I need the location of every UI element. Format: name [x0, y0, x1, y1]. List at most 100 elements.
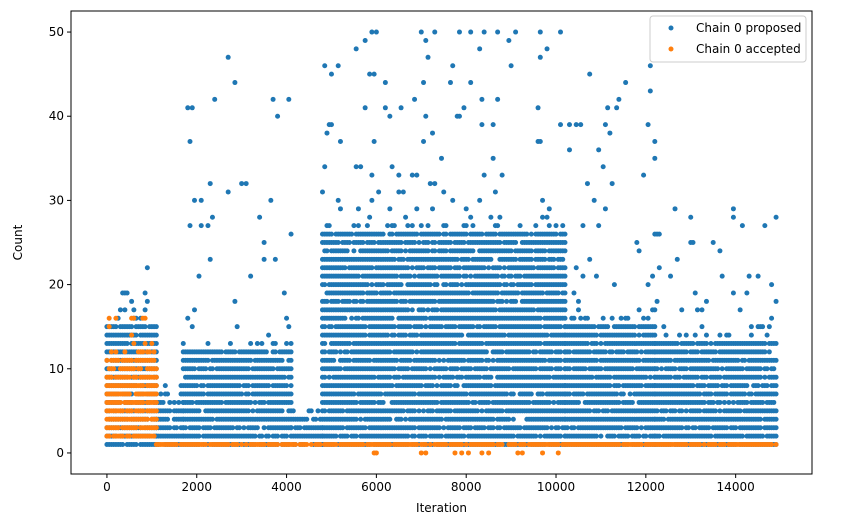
data-point: [490, 416, 496, 422]
data-point: [773, 433, 779, 439]
data-point: [355, 273, 361, 279]
data-point: [335, 63, 341, 69]
data-point: [266, 383, 272, 389]
data-point: [337, 366, 343, 372]
data-point: [252, 433, 258, 439]
data-point: [634, 349, 640, 355]
data-point: [611, 433, 617, 439]
data-point: [479, 122, 485, 128]
data-point: [607, 130, 613, 136]
data-point: [225, 189, 231, 195]
data-point: [391, 332, 397, 338]
data-point: [495, 29, 501, 35]
data-point: [528, 231, 534, 237]
data-point: [144, 298, 150, 304]
data-point: [456, 425, 462, 431]
data-point: [461, 433, 467, 439]
data-point: [286, 324, 292, 330]
data-point: [234, 324, 240, 330]
data-point: [715, 366, 721, 372]
data-point: [403, 298, 409, 304]
data-point: [692, 425, 698, 431]
data-point: [468, 80, 474, 86]
data-point: [634, 240, 640, 245]
data-point: [513, 256, 519, 262]
data-point: [730, 214, 736, 220]
data-point: [288, 231, 294, 237]
data-point: [537, 341, 543, 347]
data-point: [266, 433, 272, 439]
data-point: [322, 349, 328, 355]
data-point: [638, 349, 644, 355]
data-point: [575, 307, 581, 313]
data-point: [205, 341, 211, 347]
data-point: [308, 408, 314, 414]
data-point: [483, 349, 489, 355]
data-point: [432, 374, 438, 380]
data-point: [447, 265, 453, 271]
data-point: [456, 265, 462, 271]
data-point: [398, 416, 404, 422]
data-point: [344, 349, 350, 355]
data-point: [719, 273, 725, 279]
data-point: [443, 248, 449, 254]
data-point: [279, 357, 285, 363]
data-point: [605, 408, 611, 414]
data-point: [575, 399, 581, 405]
data-point: [142, 324, 148, 330]
data-point: [490, 122, 496, 128]
data-point: [218, 399, 224, 405]
data-point: [405, 265, 411, 271]
data-point: [447, 240, 453, 245]
data-point: [495, 96, 501, 102]
data-point: [430, 383, 436, 389]
data-point: [344, 248, 350, 254]
data-point: [443, 366, 449, 372]
data-point: [456, 29, 462, 35]
data-point: [562, 273, 568, 279]
data-point: [733, 425, 739, 431]
data-point: [645, 315, 651, 321]
data-point: [254, 425, 260, 431]
data-point: [236, 383, 242, 389]
data-point: [407, 357, 413, 363]
data-point: [746, 273, 752, 279]
data-point: [625, 315, 631, 321]
data-point: [562, 240, 568, 245]
data-point: [504, 298, 510, 304]
data-point: [272, 341, 278, 347]
data-point: [180, 341, 186, 347]
data-point: [272, 349, 278, 355]
data-point: [638, 383, 644, 389]
data-point: [562, 265, 568, 271]
data-point: [382, 105, 388, 111]
data-point: [593, 273, 599, 279]
data-point: [492, 231, 498, 237]
data-point: [418, 383, 424, 389]
data-point: [616, 399, 622, 405]
data-point: [245, 391, 251, 397]
data-point: [593, 357, 599, 363]
data-point: [396, 374, 402, 380]
data-point: [346, 341, 352, 347]
data-point: [389, 164, 395, 170]
data-point: [598, 341, 604, 347]
data-point: [360, 290, 366, 296]
data-point: [412, 408, 418, 414]
data-point: [508, 63, 514, 69]
data-point: [717, 248, 723, 254]
data-point: [270, 96, 276, 102]
data-point: [288, 374, 294, 380]
data-point: [584, 181, 590, 187]
data-point: [499, 298, 505, 304]
data-point: [421, 307, 427, 313]
data-point: [544, 214, 550, 220]
data-point: [266, 332, 272, 338]
data-point: [679, 307, 685, 313]
data-point: [739, 223, 745, 229]
data-point: [593, 341, 599, 347]
data-point: [407, 273, 413, 279]
data-point: [342, 315, 348, 321]
data-point: [209, 416, 215, 422]
data-point: [562, 248, 568, 254]
